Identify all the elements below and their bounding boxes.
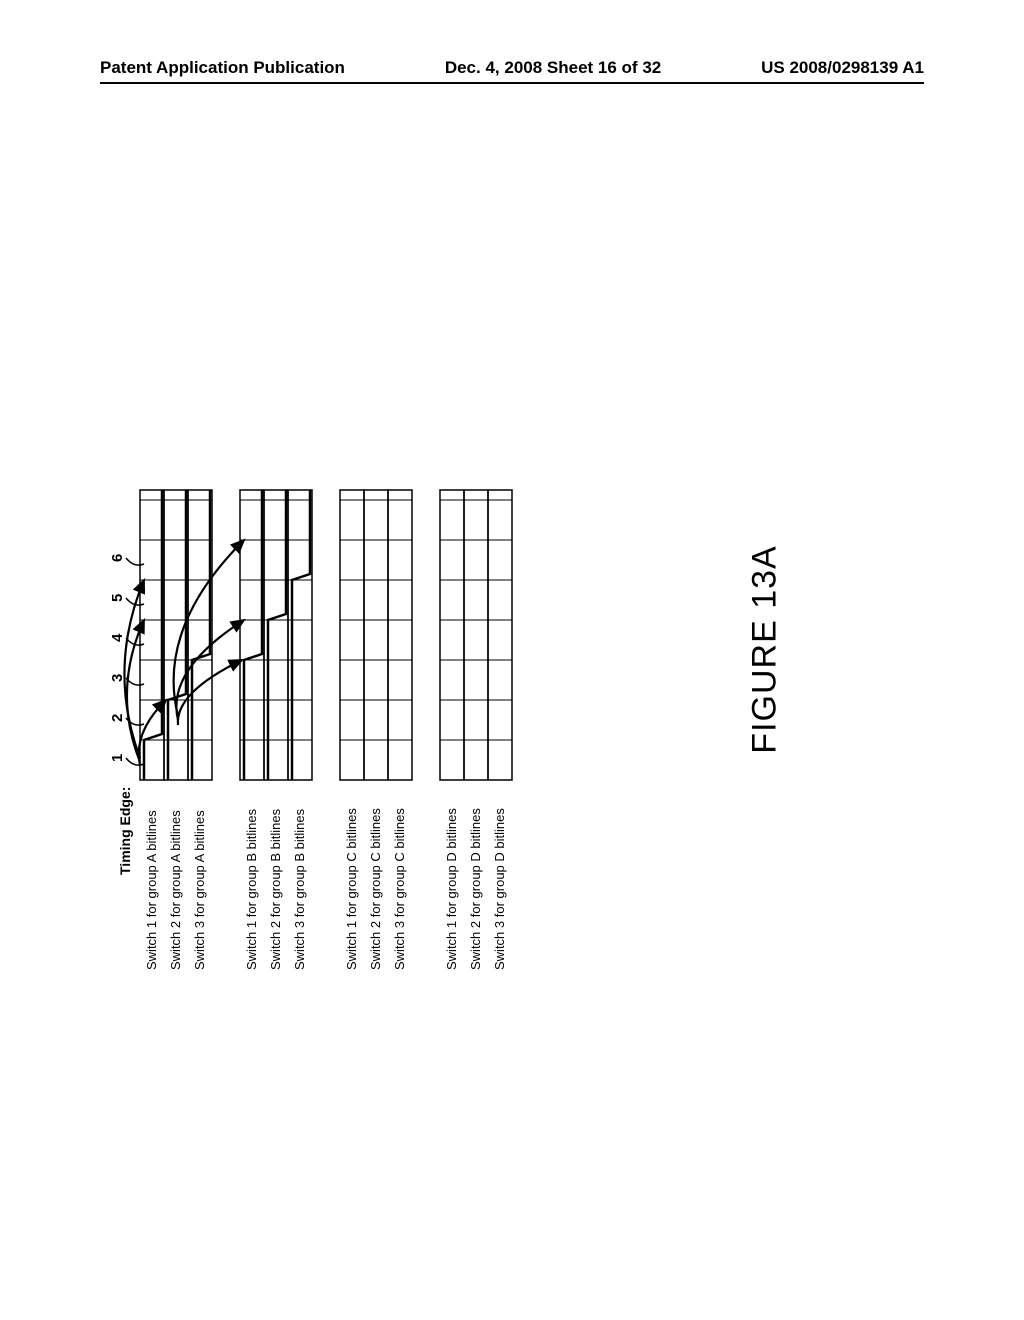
svg-text:Switch 3 for group B bitlines: Switch 3 for group B bitlines bbox=[292, 808, 307, 970]
svg-text:Switch 2 for group C bitlines: Switch 2 for group C bitlines bbox=[368, 808, 383, 970]
diagram-svg: Timing Edge:123456Switch 1 for group A b… bbox=[100, 430, 800, 970]
svg-text:Switch 1 for group C bitlines: Switch 1 for group C bitlines bbox=[344, 808, 359, 970]
page-header: Patent Application Publication Dec. 4, 2… bbox=[100, 58, 924, 84]
svg-text:Switch 2 for group D bitlines: Switch 2 for group D bitlines bbox=[468, 808, 483, 970]
svg-text:Switch 3 for group C bitlines: Switch 3 for group C bitlines bbox=[392, 808, 407, 970]
svg-text:5: 5 bbox=[109, 594, 126, 602]
figure-label: FIGURE 13A bbox=[745, 545, 784, 753]
header-left: Patent Application Publication bbox=[100, 58, 345, 78]
svg-text:Switch 1 for group B bitlines: Switch 1 for group B bitlines bbox=[244, 808, 259, 970]
svg-text:Switch 3 for group D bitlines: Switch 3 for group D bitlines bbox=[492, 808, 507, 970]
svg-text:Switch 1 for group D bitlines: Switch 1 for group D bitlines bbox=[444, 808, 459, 970]
svg-text:Timing Edge:: Timing Edge: bbox=[117, 787, 133, 875]
timing-diagram: Timing Edge:123456Switch 1 for group A b… bbox=[100, 430, 800, 970]
svg-text:Switch 1 for group A bitlines: Switch 1 for group A bitlines bbox=[144, 810, 159, 970]
svg-text:2: 2 bbox=[109, 714, 126, 722]
svg-text:1: 1 bbox=[109, 754, 126, 762]
svg-text:Switch 3 for group A bitlines: Switch 3 for group A bitlines bbox=[192, 810, 207, 970]
svg-text:4: 4 bbox=[109, 633, 126, 642]
page: Patent Application Publication Dec. 4, 2… bbox=[0, 0, 1024, 1320]
header-center: Dec. 4, 2008 Sheet 16 of 32 bbox=[445, 58, 661, 78]
header-right: US 2008/0298139 A1 bbox=[761, 58, 924, 78]
svg-text:Switch 2 for group A bitlines: Switch 2 for group A bitlines bbox=[168, 810, 183, 970]
svg-text:Switch 2 for group B bitlines: Switch 2 for group B bitlines bbox=[268, 808, 283, 970]
svg-text:6: 6 bbox=[109, 554, 126, 562]
